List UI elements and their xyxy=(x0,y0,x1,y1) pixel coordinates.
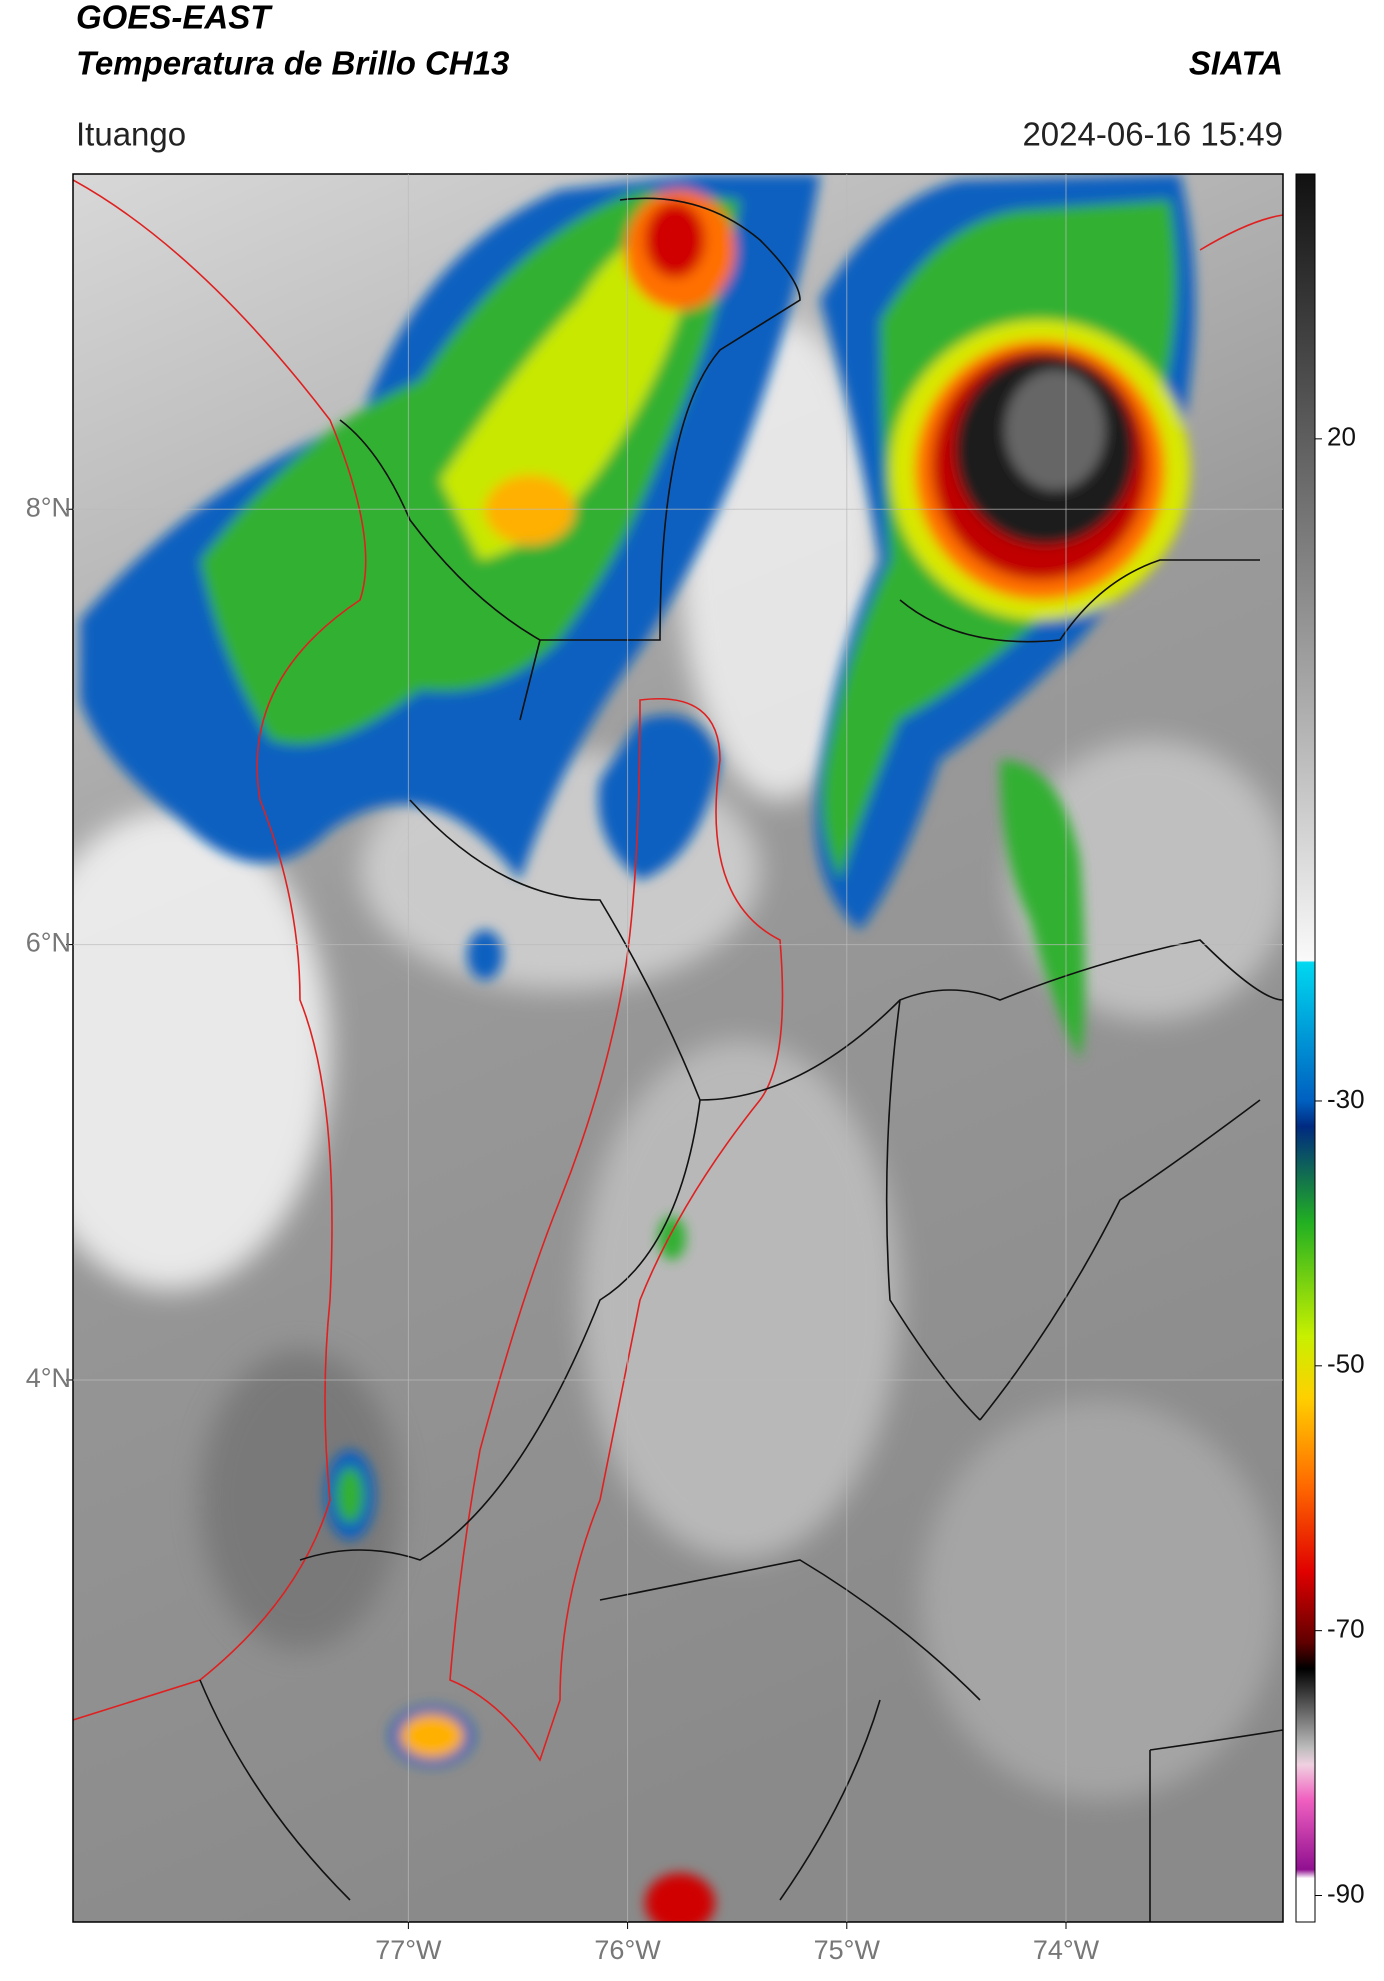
colorbar-tick-label: -70 xyxy=(1327,1614,1365,1644)
datetime: 2024-06-16 15:49 xyxy=(1022,116,1283,153)
location: Ituango xyxy=(76,116,186,153)
y-tick-label: 6°N xyxy=(26,928,71,958)
x-tick-label: 76°W xyxy=(594,1935,661,1965)
satellite-image xyxy=(73,174,1283,1922)
colorbar-tick-label: 20 xyxy=(1327,422,1356,452)
colorbar-tick-label: -30 xyxy=(1327,1084,1365,1114)
map-frame xyxy=(72,173,1284,1923)
x-tick-label: 74°W xyxy=(1033,1935,1100,1965)
colorbar xyxy=(1295,173,1316,1923)
x-tick-label: 77°W xyxy=(375,1935,442,1965)
colorbar-tick-label: -90 xyxy=(1327,1878,1365,1908)
colorbar-tick-label: -50 xyxy=(1327,1349,1365,1379)
title-line1: GOES-EAST xyxy=(76,0,273,36)
brand: SIATA xyxy=(1189,45,1283,82)
y-tick-label: 4°N xyxy=(26,1363,71,1393)
x-tick-label: 75°W xyxy=(814,1935,881,1965)
y-tick-label: 8°N xyxy=(26,492,71,522)
title-line2: Temperatura de Brillo CH13 xyxy=(76,45,509,82)
